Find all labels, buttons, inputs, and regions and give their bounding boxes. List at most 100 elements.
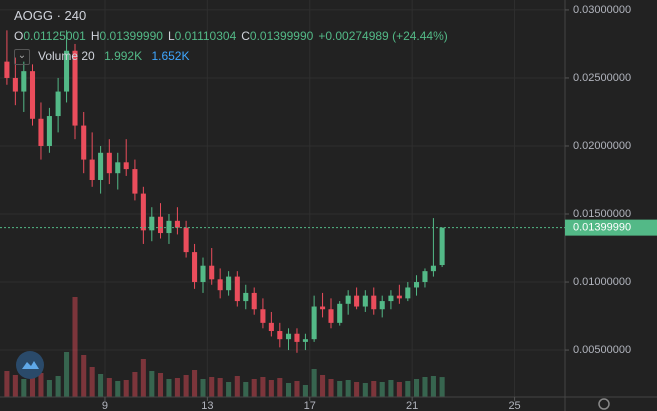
volume-bar	[200, 379, 206, 397]
volume-bar	[294, 381, 300, 397]
candle-body	[396, 295, 402, 299]
candle-body	[149, 216, 155, 231]
volume-bar	[46, 380, 52, 397]
volume-bar	[430, 376, 436, 397]
volume-row: ⌄ Volume 20 1.992K 1.652K	[14, 46, 453, 66]
candle-body	[21, 71, 27, 92]
volume-bar	[55, 376, 61, 397]
y-tick-label: 0.02500000	[573, 72, 631, 84]
volume-bar	[371, 381, 377, 397]
candle-body	[140, 193, 146, 231]
candle-body	[320, 306, 326, 310]
volume-bar	[166, 379, 172, 397]
volume-bar	[217, 378, 223, 397]
x-tick-label: 25	[508, 400, 520, 411]
volume-bar	[81, 355, 87, 397]
axes: 0.00500000 0.01000000 0.01500000 0.02000000…	[0, 4, 657, 411]
candle-body	[209, 265, 215, 280]
volume-bar	[106, 378, 112, 397]
x-tick-label: 13	[201, 400, 213, 411]
candle-body	[422, 271, 428, 283]
volume-pane	[4, 297, 445, 397]
candle-body	[81, 125, 87, 160]
y-tick-label: 0.03000000	[573, 4, 631, 16]
volume-bar	[379, 382, 385, 397]
volume-bar	[209, 377, 215, 397]
candle-body	[234, 276, 240, 302]
candle-body	[183, 227, 189, 253]
volume-ma: 1.652K	[151, 49, 190, 63]
candle-body	[123, 162, 129, 170]
ohlc-value: 0.01125001	[23, 29, 86, 43]
candle-body	[337, 303, 343, 323]
settings-icon[interactable]	[598, 398, 610, 410]
candle-body	[388, 295, 394, 302]
candle-body	[89, 159, 95, 180]
volume-bar	[345, 380, 351, 397]
volume-bar	[226, 382, 232, 397]
volume-bar	[354, 382, 360, 397]
ohlc-label: H	[90, 29, 100, 43]
candle-body	[362, 295, 368, 307]
y-tick-label: 0.01000000	[573, 276, 631, 288]
ohlc-row: O0.01125001 H0.01399990 L0.01110304 C0.0139…	[14, 26, 453, 46]
candle-body	[379, 301, 385, 310]
volume-bar	[174, 378, 180, 397]
candle-body	[371, 295, 377, 310]
candle-body	[192, 252, 198, 283]
volume-bar	[413, 379, 420, 397]
logo-shape[interactable]	[22, 361, 39, 369]
candle-body	[166, 220, 172, 234]
candle-body	[174, 220, 180, 228]
volume-bar	[328, 379, 334, 397]
candles	[4, 30, 445, 353]
y-tick-label: 0.00500000	[573, 344, 631, 356]
volume-bar	[362, 383, 368, 397]
candle-body	[226, 276, 232, 291]
volume-bar	[157, 373, 164, 397]
candle-body	[268, 322, 274, 332]
candle-body	[132, 169, 138, 194]
ohlc-value: 0.01399990	[249, 29, 314, 43]
candle-body	[46, 116, 52, 146]
volume-bar	[302, 385, 308, 397]
candle-body	[115, 162, 121, 174]
ohlc-label: L	[167, 29, 175, 43]
candle-body	[439, 227, 445, 266]
candle-body	[311, 306, 317, 340]
volume-bar	[277, 378, 283, 397]
grid	[0, 0, 565, 397]
volume-bar	[251, 379, 257, 397]
x-tick-label: 9	[102, 400, 108, 411]
collapse-button[interactable]: ⌄	[14, 48, 30, 65]
logo[interactable]	[16, 351, 44, 379]
volume-bar	[234, 376, 240, 397]
volume-bar	[89, 367, 95, 397]
candle-body	[29, 71, 36, 119]
volume-bar	[123, 380, 129, 397]
candle-body	[64, 50, 70, 92]
volume-bar	[183, 375, 189, 397]
candle-body	[354, 295, 360, 307]
candle-body	[200, 265, 206, 283]
candle-body	[294, 333, 300, 342]
volume-bar	[12, 375, 18, 397]
candle-body	[106, 152, 112, 174]
legend: AOGG · 240 O0.01125001 H0.01399990 L0.0111…	[14, 6, 453, 66]
change: +0.00274989 (+24.44%)	[318, 29, 448, 43]
candle-body	[405, 287, 411, 299]
candle-body	[243, 292, 249, 302]
candle-body	[345, 295, 351, 304]
volume-bar	[320, 375, 326, 397]
candle-body	[217, 279, 223, 291]
candle-body	[328, 309, 334, 323]
last-price-label: 0.01399990	[573, 222, 631, 234]
volume-bar	[243, 382, 249, 397]
volume-bar	[29, 377, 36, 397]
candle-body	[72, 50, 78, 126]
symbol: AOGG · 240	[14, 8, 87, 23]
gear[interactable]	[598, 398, 610, 410]
